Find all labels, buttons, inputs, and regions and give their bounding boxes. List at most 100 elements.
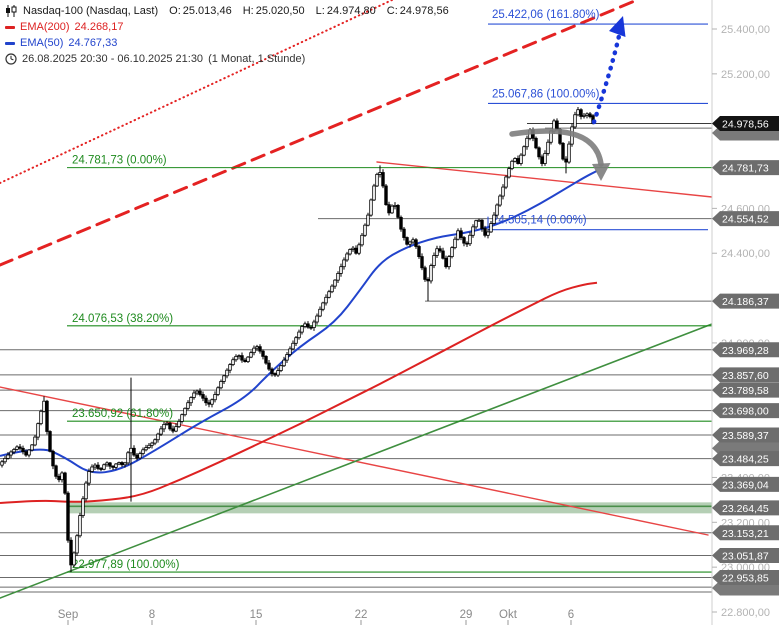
candle-body xyxy=(579,109,583,117)
price-axis-bg xyxy=(712,0,780,625)
candle-body xyxy=(411,239,415,243)
price-badge-text: 24.554,52 xyxy=(722,214,769,226)
candle-body xyxy=(108,462,112,467)
fib-blue-label: 25.067,86 (100.00%) xyxy=(492,88,600,100)
ema200-value: 24.268,17 xyxy=(74,21,124,33)
candle-body xyxy=(87,471,91,484)
candle-body xyxy=(291,342,295,350)
price-badge: 23.153,21 xyxy=(712,525,779,541)
candle-body xyxy=(465,242,469,245)
candle-body xyxy=(276,370,280,376)
candle-body xyxy=(408,241,412,245)
price-badge-shape xyxy=(712,548,779,564)
candle-body xyxy=(453,238,457,249)
candle-body xyxy=(306,323,310,328)
candle-body xyxy=(15,446,19,450)
candle-body xyxy=(576,109,580,116)
ema200-legend-row[interactable]: EMA(200) 24.268,17 xyxy=(5,19,449,35)
candle-body xyxy=(243,359,247,363)
price-badge-shape xyxy=(712,403,779,419)
price-badge: 24.781,73 xyxy=(712,160,779,176)
candle-body xyxy=(168,422,172,430)
last-price-badge: 24.978,56 xyxy=(712,115,779,131)
rising-channel-lower-line xyxy=(0,0,639,267)
candle-body xyxy=(192,392,196,398)
candle-body xyxy=(264,355,268,364)
candle-body xyxy=(210,399,214,405)
candle-body xyxy=(171,428,175,432)
ema200-line xyxy=(0,281,598,505)
candle-body xyxy=(237,355,241,358)
candle-body xyxy=(366,214,370,226)
candle-body xyxy=(438,248,442,252)
candle-body xyxy=(336,273,340,281)
price-badge-text: 23.857,60 xyxy=(722,370,769,382)
candle-body xyxy=(498,195,502,206)
candle-body xyxy=(165,422,169,425)
candle-body xyxy=(153,439,157,444)
price-badge-shape xyxy=(712,525,779,541)
candle-body xyxy=(27,449,31,456)
candle-body xyxy=(180,414,184,422)
candle-body xyxy=(186,402,190,409)
candle-body xyxy=(207,402,211,405)
interval-note: (1 Monat, 1 Stunde) xyxy=(208,53,306,65)
candle-body xyxy=(138,453,142,459)
candle-body xyxy=(162,423,166,430)
ema50-value: 24.767,33 xyxy=(68,37,118,49)
candlestick-icon xyxy=(6,5,17,17)
time-axis-label: 29 xyxy=(460,609,473,621)
price-badge-shape xyxy=(712,570,779,586)
last-price-badge-shape xyxy=(712,115,779,131)
candle-body xyxy=(66,492,70,541)
clock-icon xyxy=(5,53,17,65)
price-badge: 23.789,58 xyxy=(712,382,779,398)
candle-body xyxy=(381,172,385,187)
candle-body xyxy=(312,321,316,329)
price-badge-text: 23.264,45 xyxy=(722,503,769,515)
candle-body xyxy=(24,451,28,456)
candle-body xyxy=(267,362,271,370)
candle-body xyxy=(114,463,118,468)
candle-body xyxy=(18,446,22,449)
price-badge: 23.051,87 xyxy=(712,548,779,564)
candle-body xyxy=(258,346,262,352)
pullback-arrow xyxy=(509,128,604,167)
candle-body xyxy=(489,223,493,233)
time-axis-label: Okt xyxy=(499,609,518,621)
price-badge-shape xyxy=(712,451,779,467)
candle-body xyxy=(48,431,52,452)
candle-body xyxy=(132,447,136,456)
price-badge: 24.186,37 xyxy=(712,293,779,309)
candle-body xyxy=(309,326,313,329)
candle-body xyxy=(123,462,127,466)
time-axis-label: 8 xyxy=(149,609,155,621)
axis-tick-label: 22.800,00 xyxy=(721,607,770,619)
candle-body xyxy=(363,224,367,236)
time-axis-label: Sep xyxy=(58,609,78,621)
price-badge-shape xyxy=(712,427,779,443)
fib-green-label: 23.650,92 (61.80%) xyxy=(72,408,173,420)
timerange-row: 26.08.2025 20:30 - 06.10.2025 21:30 (1 M… xyxy=(5,51,449,67)
candle-body xyxy=(36,423,40,438)
candle-body xyxy=(150,442,154,446)
candle-body xyxy=(21,447,25,453)
price-axis: 25.400,0025.200,0024.600,0024.400,0024.0… xyxy=(711,0,780,625)
candle-body xyxy=(477,219,481,222)
ema50-line xyxy=(0,169,598,474)
candle-body xyxy=(495,204,499,216)
candle-body xyxy=(45,400,49,432)
ema50-legend-row[interactable]: EMA(50) 24.767,33 xyxy=(5,35,449,51)
price-badge-text: 23.369,04 xyxy=(722,479,769,491)
price-badge-shape xyxy=(712,160,779,176)
candle-body xyxy=(405,237,409,245)
candle-body xyxy=(441,250,445,259)
candle-body xyxy=(423,267,427,280)
candle-body xyxy=(144,447,148,451)
candle-body xyxy=(9,451,13,456)
candle-body xyxy=(444,257,448,268)
candle-body xyxy=(468,234,472,245)
candle-body xyxy=(69,539,73,566)
